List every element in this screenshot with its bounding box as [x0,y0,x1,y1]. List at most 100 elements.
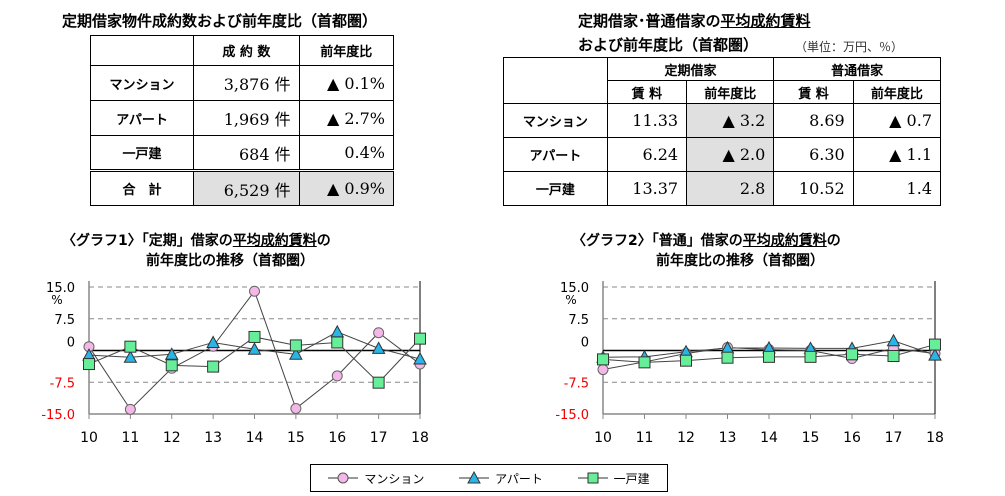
x-tick-label: 16 [328,430,346,446]
data-point-apart [206,335,220,348]
table-cell: アパート [89,100,195,136]
data-point-mansion [373,327,385,339]
table-cell: 684 件 [193,135,300,171]
table-row: 一戸建 13.37 2.8 10.52 1.4 [503,171,942,206]
table-cell: マンション [89,65,195,101]
data-point-house [289,339,302,352]
table-row: 合 計 6,529 件 ▲ 0.9% [89,170,395,206]
data-point-mansion [331,370,343,382]
data-point-house [124,340,137,353]
data-point-apart [247,342,262,355]
chart1-title: 〈グラフ1〉「定期」借家の平均成約賃料の 前年度比の推移（首都圏） [62,230,331,270]
table-row: マンション 11.33 ▲ 3.2 8.69 ▲ 0.7 [503,103,942,138]
data-point-house [414,332,426,345]
table-cell: 2.8 [686,171,775,206]
title-part: 〈グラフ2〉「普通」借家の [572,233,743,249]
data-point-house [721,351,734,364]
table-cell: ▲ 0.7 [852,103,942,138]
data-point-house [331,336,344,349]
table-cell: 賃 料 [773,80,854,104]
table-cell: 1,969 件 [193,100,300,136]
x-tick-label: 10 [80,430,98,446]
title-part: 平均成約賃料 [232,233,317,249]
title-part: 〈グラフ1〉「定期」借家の [62,233,233,249]
y-tick-label: 7.5 [54,313,75,328]
title-part: の [826,233,841,249]
data-point-house [887,350,900,363]
data-point-apart [928,348,942,361]
table-cell: 合 計 [89,170,195,206]
table-row: アパート 6.24 ▲ 2.0 6.30 ▲ 1.1 [503,137,942,172]
data-point-house [804,350,817,363]
title-part: 前年度比の推移（首都圏） [146,253,314,269]
data-point-house [638,356,651,369]
legend-label: マンション [364,471,425,486]
table-cell: 1.4 [852,171,942,206]
table-cell: 一戸建 [89,135,195,171]
table-cell: ▲ 1.1 [852,137,942,172]
x-tick-label: 14 [760,430,778,446]
x-tick-label: 17 [370,430,388,446]
data-point-apart [886,333,901,347]
table-cell: アパート [503,137,608,172]
legend-item-house: 一戸建 [577,470,650,487]
data-point-apart [330,324,345,338]
unit-note: （単位：万円、％） [795,40,904,54]
data-point-apart [123,350,138,363]
x-tick-label: 17 [885,430,903,446]
group-header-row: 定期借家 普通借家 [503,57,941,104]
data-point-mansion [290,402,302,414]
data-point-apart [413,351,427,365]
chart2-title: 〈グラフ2〉「普通」借家の平均成約賃料の 前年度比の推移（首都圏） [572,230,841,270]
y-tick-label: 0 [581,336,589,351]
data-point-house [680,354,692,367]
x-tick-label: 11 [121,430,139,446]
data-point-house [372,376,385,389]
y-tick-label: -7.5 [50,376,75,391]
table-cell: 6.24 [606,137,688,172]
y-tick-label: -15.0 [555,408,589,423]
title-part: 平均成約賃料 [742,233,827,249]
x-tick-label: 15 [287,430,305,446]
table-cell: ▲ 2.7% [298,100,395,136]
x-tick-label: 18 [411,430,429,446]
x-tick-label: 14 [246,430,264,446]
x-tick-label: 16 [843,430,861,446]
title-part: 定期借家･普通借家の [578,12,721,30]
x-tick-label: 11 [636,430,654,446]
rent-table: 定期借家 普通借家賃 料前年度比賃 料前年度比 マンション 11.33 ▲ 3.2 8.6… [503,57,942,206]
table-cell: 13.37 [606,171,688,206]
data-point-house [929,338,941,351]
table-cell [89,35,195,66]
data-point-house [763,350,775,363]
x-tick-label: 15 [802,430,820,446]
y-tick-label: 7.5 [568,313,589,328]
title-part: 前年度比の推移（首都圏） [656,253,824,269]
data-point-apart [289,347,303,360]
table-cell: 6.30 [773,137,854,172]
table-cell: ▲ 3.2 [686,103,775,138]
legend-item-apart: アパート [459,470,543,487]
data-point-apart [164,347,179,360]
table-cell: 0.4% [298,135,395,171]
table1-title: 定期借家物件成約数および前年度比（首都圏） [62,12,378,30]
y-tick-label: -15.0 [41,408,75,423]
subheader-row: 賃 料前年度比賃 料前年度比 [504,80,942,104]
table2-title-line2: および前年度比（首都圏） [578,36,759,54]
data-point-mansion [249,285,260,297]
table-cell: 11.33 [606,103,688,138]
y-unit-label: % [51,293,62,307]
y-tick-label: 15.0 [46,281,75,296]
title-part: 平均成約賃料 [720,12,811,30]
data-point-house [846,348,858,361]
y-tick-label: 0 [67,336,75,351]
x-tick-label: 18 [926,430,944,446]
table-cell: 一戸建 [503,171,608,206]
y-tick-label: 15.0 [560,281,589,296]
table-cell: ▲ 0.1% [298,65,395,101]
legend-label: アパート [495,471,543,486]
contracts-table: 成 約 数前年度比 マンション 3,876 件 ▲ 0.1% アパート 1,969 件 ▲ … [89,35,395,206]
table-cell: 普通借家 [773,57,941,81]
y-unit-label: % [565,293,576,307]
